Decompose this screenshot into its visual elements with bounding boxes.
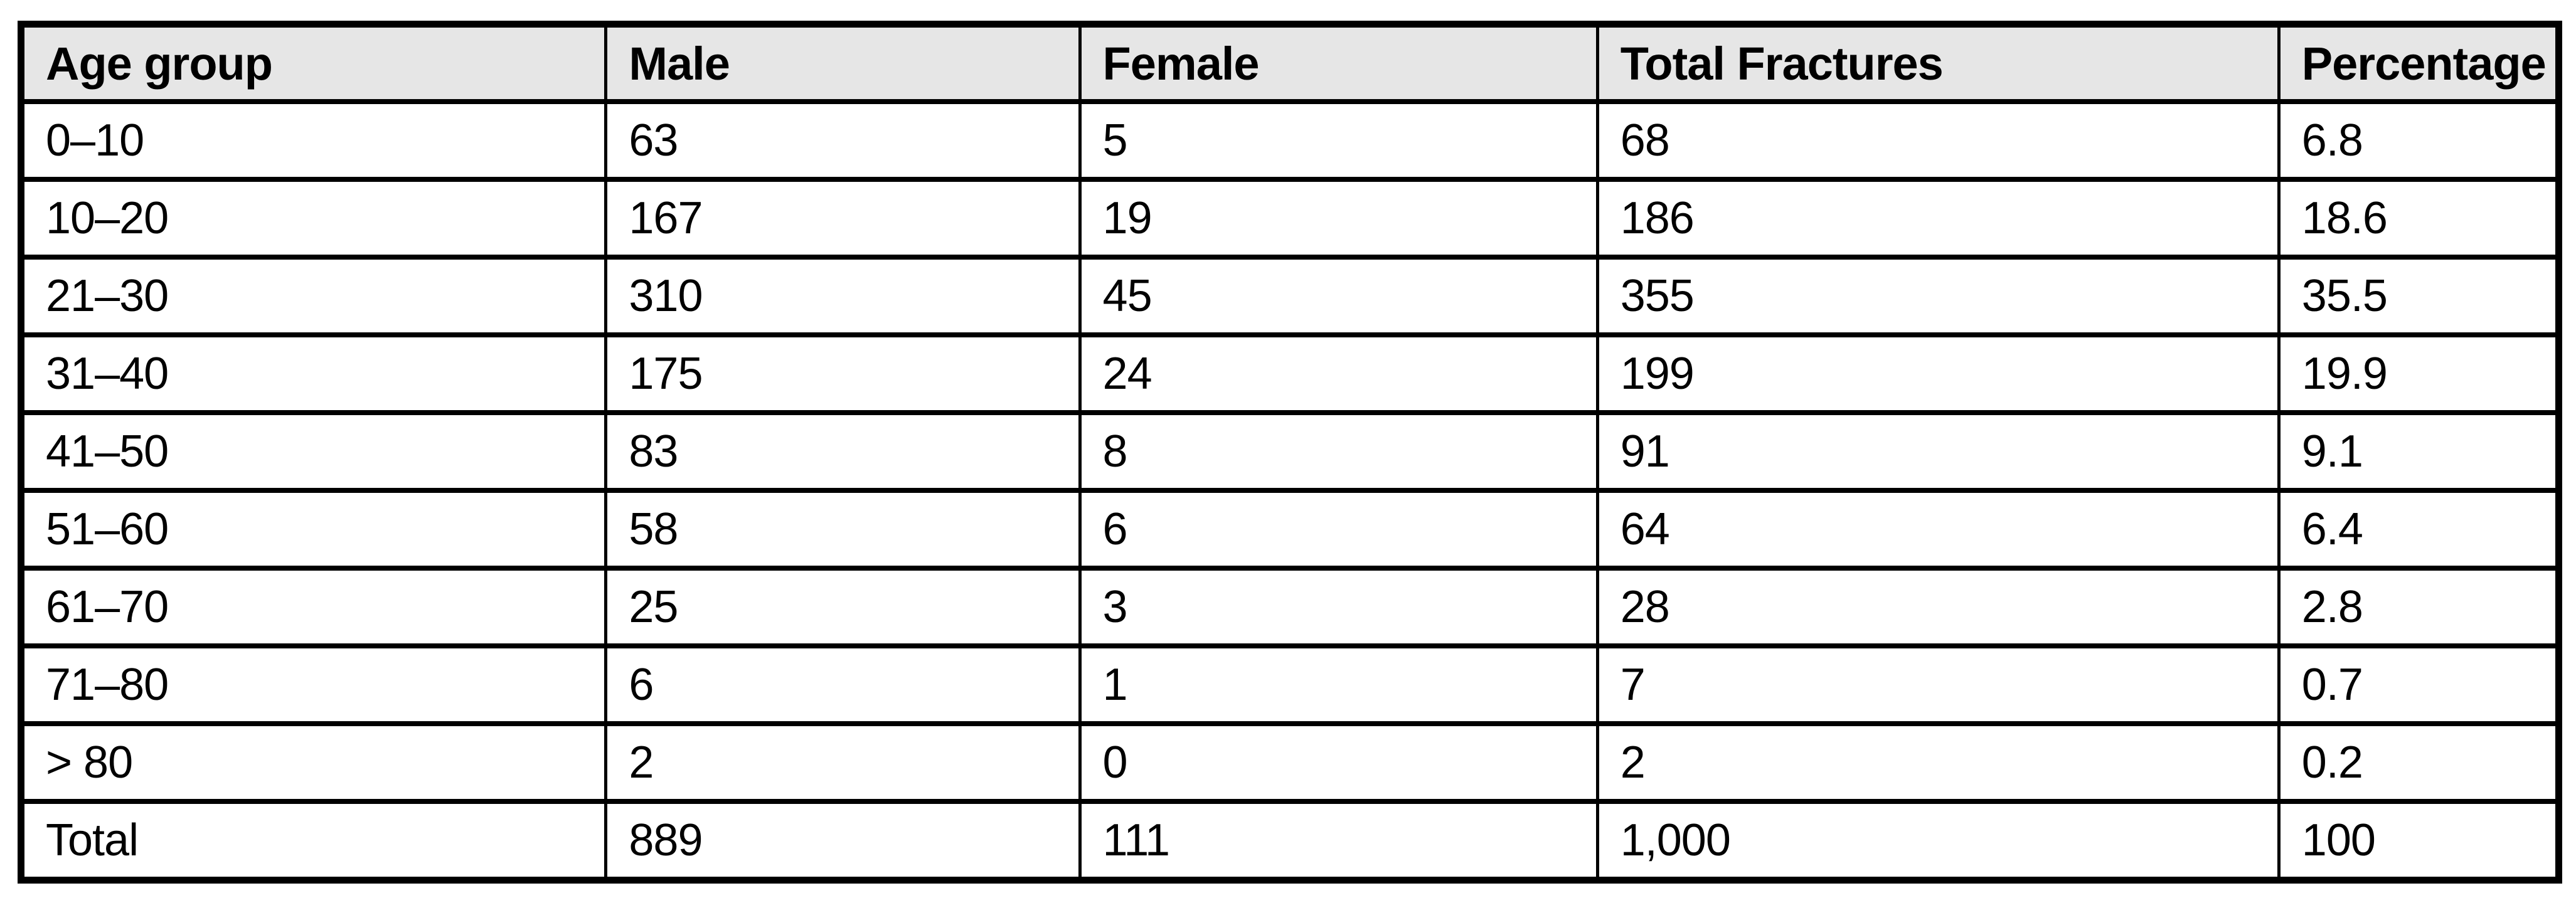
table-cell: 5 bbox=[1078, 102, 1598, 179]
table-cell: 9.1 bbox=[2277, 410, 2559, 490]
header-cell-age-group: Age group bbox=[21, 24, 606, 104]
table-row-10-20: 10–20 167 19 186 18.6 bbox=[21, 177, 2559, 257]
table-cell: 889 bbox=[604, 799, 1080, 880]
table-cell: 31–40 bbox=[21, 332, 606, 413]
table-cell: 6 bbox=[604, 643, 1080, 724]
table-row-61-70: 61–70 25 3 28 2.8 bbox=[21, 566, 2559, 646]
table-cell: 7 bbox=[1595, 643, 2279, 724]
table-cell: 35.5 bbox=[2277, 255, 2559, 335]
table-cell: 0–10 bbox=[21, 102, 606, 179]
table-row-51-60: 51–60 58 6 64 6.4 bbox=[21, 488, 2559, 568]
table-cell: 3 bbox=[1078, 566, 1598, 646]
table-cell: 111 bbox=[1078, 799, 1598, 880]
table-body: 0–10 63 5 68 6.8 10–20 167 19 186 18.6 21–30 310 45 3… bbox=[21, 102, 2559, 880]
table-cell: 64 bbox=[1595, 488, 2279, 568]
table-cell: 18.6 bbox=[2277, 177, 2559, 257]
table-cell: 0 bbox=[1078, 721, 1598, 801]
table-cell: 199 bbox=[1595, 332, 2279, 413]
table-row-0-10: 0–10 63 5 68 6.8 bbox=[21, 102, 2559, 179]
table-cell: 6 bbox=[1078, 488, 1598, 568]
table-cell: > 80 bbox=[21, 721, 606, 801]
table-cell: 1 bbox=[1078, 643, 1598, 724]
table-cell: 1,000 bbox=[1595, 799, 2279, 880]
header-cell-female: Female bbox=[1078, 24, 1598, 104]
table-cell: 2 bbox=[1595, 721, 2279, 801]
table-cell: 91 bbox=[1595, 410, 2279, 490]
table-cell: 24 bbox=[1078, 332, 1598, 413]
table-row-31-40: 31–40 175 24 199 19.9 bbox=[21, 332, 2559, 413]
table-cell: 6.4 bbox=[2277, 488, 2559, 568]
table-cell: 83 bbox=[604, 410, 1080, 490]
table-cell: 71–80 bbox=[21, 643, 606, 724]
table-cell: 45 bbox=[1078, 255, 1598, 335]
table-cell: 186 bbox=[1595, 177, 2279, 257]
table-cell: 68 bbox=[1595, 102, 2279, 179]
table-row-80: > 80 2 0 2 0.2 bbox=[21, 721, 2559, 801]
table-row-71-80: 71–80 6 1 7 0.7 bbox=[21, 643, 2559, 724]
table-cell: 19.9 bbox=[2277, 332, 2559, 413]
table-header-row: Age group Male Female Total Fractures Percen… bbox=[21, 24, 2559, 104]
table-cell: 8 bbox=[1078, 410, 1598, 490]
table-cell: 63 bbox=[604, 102, 1080, 179]
fractures-by-age-table: Age group Male Female Total Fractures Percen… bbox=[18, 21, 2562, 884]
table-row-21-30: 21–30 310 45 355 35.5 bbox=[21, 255, 2559, 335]
table-cell: 58 bbox=[604, 488, 1080, 568]
table-cell: 21–30 bbox=[21, 255, 606, 335]
table-cell: 100 bbox=[2277, 799, 2559, 880]
table-header: Age group Male Female Total Fractures Percen… bbox=[21, 24, 2559, 104]
table-cell: 175 bbox=[604, 332, 1080, 413]
table-cell: 41–50 bbox=[21, 410, 606, 490]
table-cell: 25 bbox=[604, 566, 1080, 646]
table-cell: 355 bbox=[1595, 255, 2279, 335]
table-cell: 167 bbox=[604, 177, 1080, 257]
table-row-total: Total 889 111 1,000 100 bbox=[21, 799, 2559, 880]
table-cell: 0.7 bbox=[2277, 643, 2559, 724]
table-cell: Total bbox=[21, 799, 606, 880]
table-cell: 10–20 bbox=[21, 177, 606, 257]
header-cell-total-fractures: Total Fractures bbox=[1595, 24, 2279, 104]
table-cell: 19 bbox=[1078, 177, 1598, 257]
table-cell: 2 bbox=[604, 721, 1080, 801]
header-cell-percentage: Percentage bbox=[2277, 24, 2559, 104]
table-cell: 6.8 bbox=[2277, 102, 2559, 179]
table-cell: 0.2 bbox=[2277, 721, 2559, 801]
table-cell: 2.8 bbox=[2277, 566, 2559, 646]
table-cell: 28 bbox=[1595, 566, 2279, 646]
table-cell: 51–60 bbox=[21, 488, 606, 568]
header-cell-male: Male bbox=[604, 24, 1080, 104]
table-row-41-50: 41–50 83 8 91 9.1 bbox=[21, 410, 2559, 490]
table-cell: 61–70 bbox=[21, 566, 606, 646]
table-cell: 310 bbox=[604, 255, 1080, 335]
